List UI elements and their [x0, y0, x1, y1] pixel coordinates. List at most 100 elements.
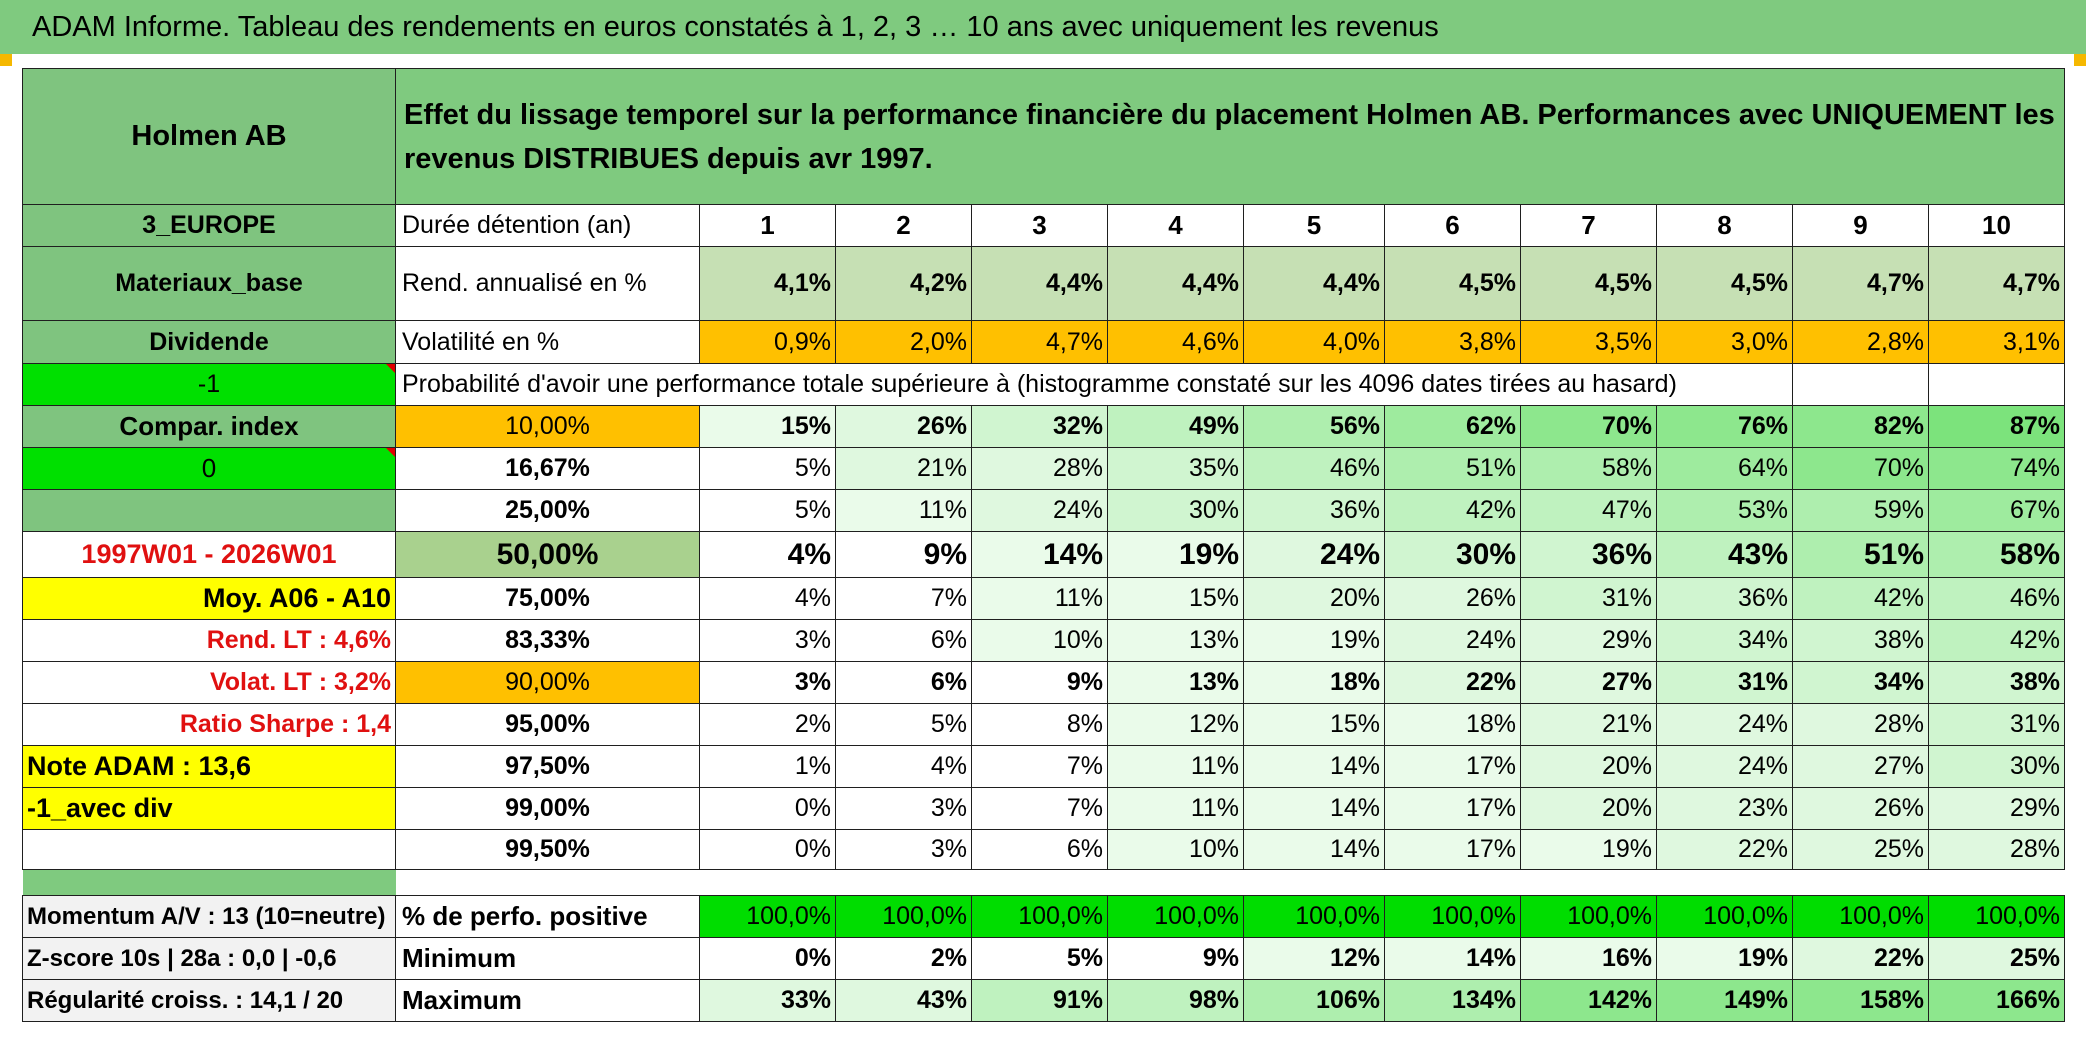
proba-value: 0% — [699, 787, 836, 830]
maximum-value: 33% — [699, 979, 836, 1022]
returns-table: Holmen AB Effet du lissage temporel sur l… — [22, 68, 2065, 1022]
proba-value: 3% — [699, 619, 836, 662]
positive-value: 100,0% — [1107, 895, 1244, 938]
vol-value: 2,0% — [835, 320, 972, 364]
vol-value: 4,0% — [1243, 320, 1385, 364]
proba-value: 5% — [835, 703, 972, 746]
vol-value: 2,8% — [1792, 320, 1929, 364]
vol-row: Dividende Volatilité en % 0,9% 2,0% 4,7% 4,6%… — [22, 320, 2065, 364]
vol-value: 0,9% — [699, 320, 836, 364]
proba-row: 1997W01 - 2026W01 50,00% 4% 9% 14% 19% 24% 30% 3… — [22, 531, 2065, 578]
positive-value: 100,0% — [699, 895, 836, 938]
proba-value: 59% — [1792, 489, 1929, 532]
page-title: ADAM Informe. Tableau des rendements en … — [0, 0, 2086, 54]
proba-value: 76% — [1656, 405, 1793, 448]
proba-value: 24% — [971, 489, 1108, 532]
maximum-value: 43% — [835, 979, 972, 1022]
proba-value: 19% — [1520, 829, 1657, 870]
proba-value: 34% — [1656, 619, 1793, 662]
proba-row: 0 16,67% 5% 21% 28% 35% 46% 51% 58% 64% 70% 74% — [22, 447, 2065, 490]
maximum-value: 106% — [1243, 979, 1385, 1022]
proba-value: 20% — [1520, 745, 1657, 788]
proba-value: 10% — [1107, 829, 1244, 870]
proba-value: 19% — [1243, 619, 1385, 662]
proba-value: 22% — [1384, 661, 1521, 704]
volat_lt-label: Volat. LT : 3,2% — [22, 661, 396, 704]
empty-label-cell — [22, 829, 396, 870]
level-label: 90,00% — [395, 661, 700, 704]
proba-value: 28% — [971, 447, 1108, 490]
minimum-value: 16% — [1520, 937, 1657, 980]
proba-value: 14% — [1243, 745, 1385, 788]
level-label: 16,67% — [395, 447, 700, 490]
proba-value: 87% — [1928, 405, 2065, 448]
proba-value: 14% — [1243, 787, 1385, 830]
proba-value: 2% — [699, 703, 836, 746]
proba-value: 67% — [1928, 489, 2065, 532]
spacer-cell — [971, 869, 1108, 896]
proba-value: 26% — [1792, 787, 1929, 830]
proba-value: 42% — [1792, 577, 1929, 620]
period-label: 1997W01 - 2026W01 — [22, 531, 396, 578]
proba-value: 42% — [1928, 619, 2065, 662]
minimum-value: 12% — [1243, 937, 1385, 980]
avec_div-label: -1_avec div — [22, 787, 396, 830]
rend-value: 4,4% — [1243, 246, 1385, 321]
proba-value: 51% — [1792, 531, 1929, 578]
proba-value: 42% — [1384, 489, 1521, 532]
proba-value: 36% — [1243, 489, 1385, 532]
maximum-value: 166% — [1928, 979, 2065, 1022]
proba-value: 31% — [1520, 577, 1657, 620]
rend-value: 4,5% — [1520, 246, 1657, 321]
proba-value: 4% — [699, 531, 836, 578]
empty-label-cell — [22, 489, 396, 532]
sharpe-label: Ratio Sharpe : 1,4 — [22, 703, 396, 746]
proba-row: 99,50% 0% 3% 6% 10% 14% 17% 19% 22% 25% 28% — [22, 829, 2065, 870]
proba-value: 56% — [1243, 405, 1385, 448]
vol-value: 3,0% — [1656, 320, 1793, 364]
proba-value: 51% — [1384, 447, 1521, 490]
proba-value: 12% — [1107, 703, 1244, 746]
minimum-label: Minimum — [395, 937, 700, 980]
rend-value: 4,7% — [1928, 246, 2065, 321]
proba-row: 25,00% 5% 11% 24% 30% 36% 42% 47% 53% 59% 67% — [22, 489, 2065, 532]
zscore-label: Z-score 10s | 28a : 0,0 | -0,6 — [22, 937, 396, 980]
proba-value: 58% — [1520, 447, 1657, 490]
proba-value: 3% — [835, 829, 972, 870]
proba-value: 6% — [835, 619, 972, 662]
spacer-cell — [1928, 869, 2065, 896]
proba-value: 15% — [1107, 577, 1244, 620]
proba-value: 30% — [1928, 745, 2065, 788]
proba-value: 28% — [1928, 829, 2065, 870]
positive-value: 100,0% — [1656, 895, 1793, 938]
spacer-cell — [835, 869, 972, 896]
rend_lt-label: Rend. LT : 4,6% — [22, 619, 396, 662]
proba-label: Probabilité d'avoir une performance tota… — [395, 363, 1793, 406]
year-header: 3 — [971, 204, 1108, 247]
proba-row: Rend. LT : 4,6% 83,33% 3% 6% 10% 13% 19% 24% 29%… — [22, 619, 2065, 662]
positive-value: 100,0% — [1928, 895, 2065, 938]
level-label: 97,50% — [395, 745, 700, 788]
rend-value: 4,1% — [699, 246, 836, 321]
proba-value: 34% — [1792, 661, 1929, 704]
proba-value: 23% — [1656, 787, 1793, 830]
maximum-value: 98% — [1107, 979, 1244, 1022]
proba-value: 74% — [1928, 447, 2065, 490]
minimum-value: 19% — [1656, 937, 1793, 980]
year-header: 8 — [1656, 204, 1793, 247]
proba-value: 17% — [1384, 787, 1521, 830]
proba-value: 20% — [1243, 577, 1385, 620]
proba-value: 5% — [699, 489, 836, 532]
proba-value: 24% — [1656, 703, 1793, 746]
moy-label: Moy. A06 - A10 — [22, 577, 396, 620]
spacer-cell — [1520, 869, 1657, 896]
proba-value: 38% — [1928, 661, 2065, 704]
proba-row: Moy. A06 - A10 75,00% 4% 7% 11% 15% 20% 26% 31% 3… — [22, 577, 2065, 620]
region-label: 3_EUROPE — [22, 204, 396, 247]
year-header: 1 — [699, 204, 836, 247]
proba-value: 6% — [971, 829, 1108, 870]
rend-value: 4,2% — [835, 246, 972, 321]
maximum-value: 134% — [1384, 979, 1521, 1022]
proba-value: 15% — [699, 405, 836, 448]
proba-value: 4% — [835, 745, 972, 788]
